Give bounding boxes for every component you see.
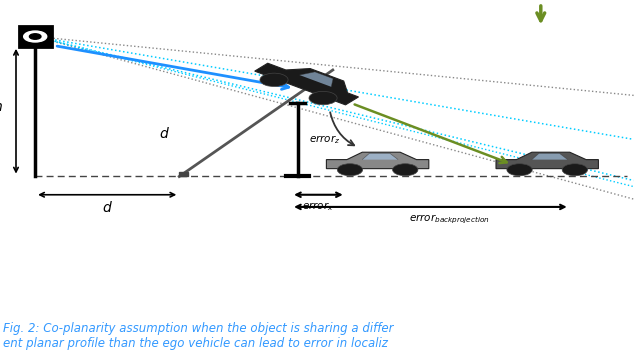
Bar [179, 172, 188, 176]
PathPatch shape [496, 152, 598, 169]
Circle shape [24, 31, 47, 42]
Text: $error_{backprojection}$: $error_{backprojection}$ [409, 212, 490, 226]
Circle shape [260, 73, 288, 87]
Circle shape [507, 164, 532, 176]
Circle shape [309, 91, 337, 105]
Text: Fig. 2: Co-planarity assumption when the object is sharing a differ
ent planar p: Fig. 2: Co-planarity assumption when the… [3, 322, 394, 350]
Text: $error_z$: $error_z$ [309, 134, 340, 146]
Circle shape [562, 164, 588, 176]
Circle shape [29, 34, 41, 39]
PathPatch shape [362, 153, 398, 160]
Text: $d$: $d$ [159, 126, 170, 141]
PathPatch shape [326, 152, 429, 169]
PathPatch shape [300, 72, 333, 87]
Circle shape [337, 164, 363, 176]
Text: $error_x$: $error_x$ [303, 200, 334, 213]
PathPatch shape [532, 153, 568, 160]
PathPatch shape [255, 63, 358, 105]
FancyBboxPatch shape [19, 26, 52, 47]
Text: $d$: $d$ [102, 200, 113, 215]
Circle shape [392, 164, 418, 176]
Text: $h$: $h$ [0, 99, 3, 114]
